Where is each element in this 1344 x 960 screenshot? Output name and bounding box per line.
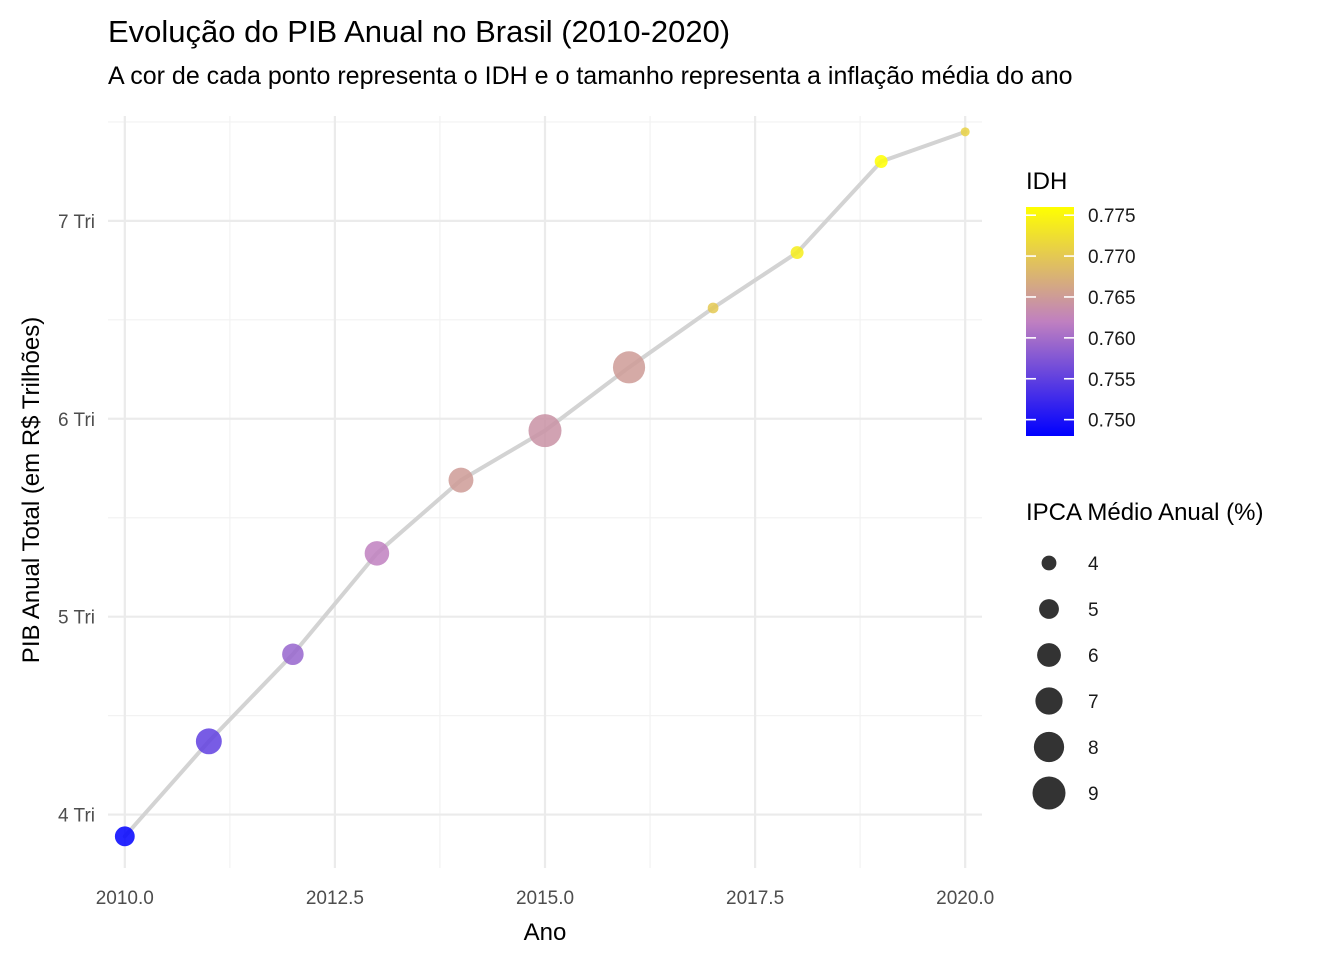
size-legend-label: 6 bbox=[1088, 646, 1099, 667]
color-legend-label: 0.770 bbox=[1088, 247, 1136, 268]
size-legend-label: 7 bbox=[1088, 692, 1099, 713]
data-point bbox=[195, 728, 222, 755]
size-legend-keys: 4 5 6 7 8 9 bbox=[1032, 554, 1099, 810]
x-tick-label: 2017.5 bbox=[726, 888, 784, 909]
y-tick-label: 6 Tri bbox=[58, 410, 95, 431]
color-legend-label: 0.775 bbox=[1088, 206, 1136, 227]
data-point bbox=[114, 826, 135, 847]
color-legend-label: 0.765 bbox=[1088, 288, 1136, 309]
x-tick-label: 2012.5 bbox=[306, 888, 364, 909]
x-tick-label: 2020.0 bbox=[936, 888, 994, 909]
data-point bbox=[960, 127, 970, 137]
x-axis-ticks: 2010.0 2012.5 2015.0 2017.5 2020.0 bbox=[96, 888, 995, 909]
data-point bbox=[528, 414, 562, 448]
size-legend-label: 8 bbox=[1088, 738, 1099, 759]
y-axis-title: PIB Anual Total (em R$ Trilhões) bbox=[18, 317, 45, 663]
size-legend-title: IPCA Médio Anual (%) bbox=[1026, 499, 1263, 526]
x-tick-label: 2015.0 bbox=[516, 888, 574, 909]
y-tick-label: 7 Tri bbox=[58, 212, 95, 233]
chart-subtitle: A cor de cada ponto representa o IDH e o… bbox=[108, 62, 1073, 90]
color-legend-label: 0.755 bbox=[1088, 370, 1136, 391]
x-tick-label: 2010.0 bbox=[96, 888, 154, 909]
data-point bbox=[448, 467, 474, 493]
size-legend-label: 5 bbox=[1088, 600, 1099, 621]
size-legend-key bbox=[1035, 687, 1063, 715]
data-points bbox=[114, 127, 970, 847]
plot-panel bbox=[108, 116, 982, 868]
size-legend-key bbox=[1037, 643, 1061, 667]
data-point bbox=[874, 155, 888, 168]
data-point bbox=[282, 643, 304, 666]
y-tick-label: 4 Tri bbox=[58, 806, 95, 827]
chart-title: Evolução do PIB Anual no Brasil (2010-20… bbox=[108, 14, 730, 49]
size-legend-label: 4 bbox=[1088, 554, 1099, 575]
color-legend-ticks: 0.775 0.770 0.765 0.760 0.755 0.750 bbox=[1026, 206, 1136, 432]
data-point bbox=[790, 246, 804, 260]
size-legend-key bbox=[1033, 731, 1065, 763]
size-legend-key bbox=[1032, 776, 1066, 810]
color-legend-colorbar bbox=[1026, 207, 1074, 436]
data-point bbox=[612, 351, 646, 384]
color-legend-label: 0.760 bbox=[1088, 329, 1136, 350]
color-legend-label: 0.750 bbox=[1088, 411, 1136, 432]
y-axis-ticks: 4 Tri 5 Tri 6 Tri 7 Tri bbox=[58, 212, 95, 827]
grid-lines bbox=[108, 116, 982, 868]
data-point bbox=[364, 541, 390, 566]
color-legend: IDH 0.775 0.770 0.765 0.760 0.755 0.750 bbox=[1026, 168, 1136, 436]
size-legend-key bbox=[1039, 599, 1059, 619]
size-legend: IPCA Médio Anual (%) 4 5 6 7 8 9 bbox=[1026, 499, 1263, 810]
size-legend-label: 9 bbox=[1088, 784, 1099, 805]
y-tick-label: 5 Tri bbox=[58, 608, 95, 629]
color-legend-title: IDH bbox=[1026, 168, 1067, 195]
data-point bbox=[707, 302, 719, 314]
size-legend-key bbox=[1041, 555, 1057, 571]
x-axis-title: Ano bbox=[524, 919, 567, 946]
